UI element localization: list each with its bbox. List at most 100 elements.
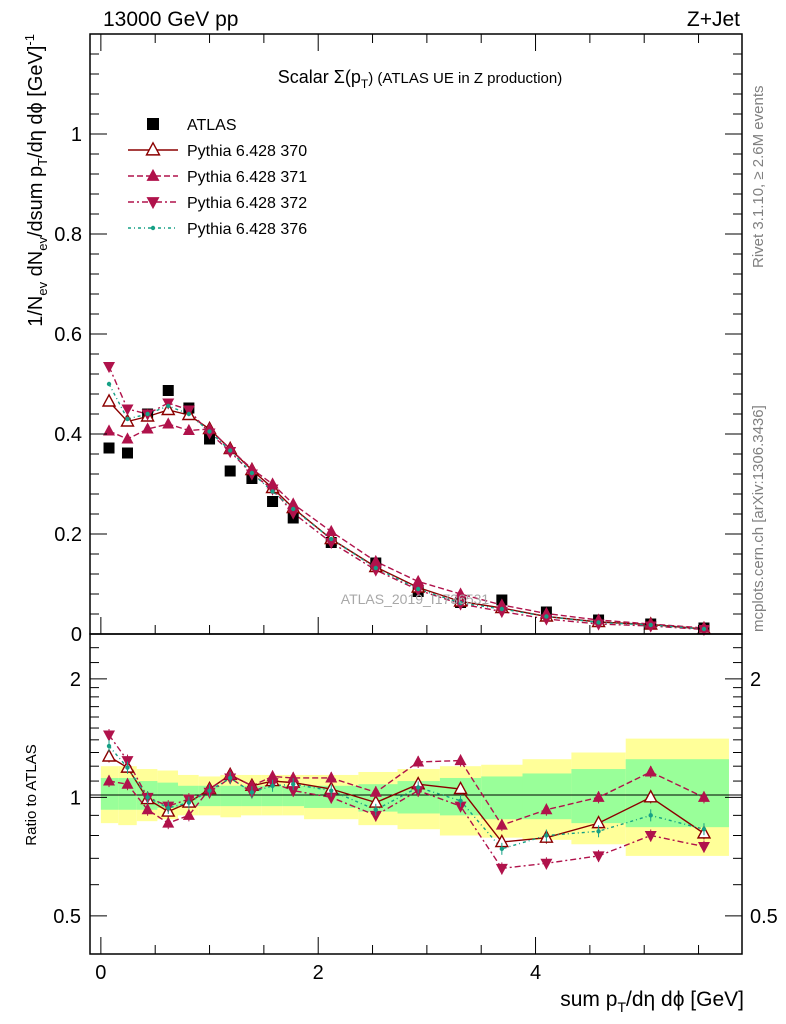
data-point bbox=[287, 508, 300, 520]
legend-marker bbox=[150, 225, 156, 231]
y-tick-label: 0.2 bbox=[54, 524, 82, 546]
ratio-point bbox=[495, 818, 508, 830]
ratio-point bbox=[329, 788, 334, 793]
mcplots-label: mcplots.cern.ch [arXiv:1306.3436] bbox=[750, 405, 767, 632]
watermark: ATLAS_2019_I1736531 bbox=[341, 591, 490, 607]
data-point bbox=[203, 428, 216, 440]
ratio-point bbox=[495, 863, 508, 875]
data-point bbox=[125, 416, 130, 422]
ratio-point bbox=[369, 810, 382, 822]
ratio-point bbox=[125, 765, 130, 770]
data-point bbox=[121, 432, 134, 444]
ratio-point bbox=[162, 816, 175, 828]
data-point bbox=[499, 606, 505, 612]
ratio-point bbox=[186, 800, 192, 805]
ratio-point bbox=[592, 851, 605, 863]
data-point bbox=[121, 404, 134, 416]
data-point bbox=[186, 411, 192, 417]
ratio-point bbox=[227, 775, 233, 781]
ratio-point bbox=[592, 790, 605, 802]
data-point bbox=[270, 489, 275, 494]
y-tick-label: 0.8 bbox=[54, 224, 82, 246]
ratio-bands bbox=[100, 738, 729, 856]
ratio-point bbox=[540, 803, 553, 815]
ratio-y-tick-label: 1 bbox=[70, 787, 81, 809]
data-point bbox=[495, 598, 508, 610]
data-point bbox=[145, 411, 150, 417]
data-point bbox=[103, 442, 115, 454]
data-point bbox=[141, 422, 154, 434]
ratio-point bbox=[412, 755, 425, 767]
legend-label: ATLAS bbox=[187, 117, 237, 134]
legend-marker bbox=[146, 168, 160, 181]
ratio-point bbox=[454, 753, 467, 766]
ratio-y-tick-label: 2 bbox=[70, 669, 81, 691]
ratio-ticks: 0.5 0.5 1 2 2 0 2 4 bbox=[53, 647, 778, 984]
header-right: Z+Jet bbox=[687, 8, 740, 31]
y-tick-label: 0.4 bbox=[54, 424, 82, 446]
ratio-y-tick-label: 0.5 bbox=[53, 906, 81, 928]
data-point bbox=[106, 381, 112, 387]
ratio-point bbox=[701, 827, 707, 832]
data-point bbox=[227, 448, 233, 453]
ratio-point bbox=[697, 842, 710, 854]
ratio-point bbox=[644, 765, 657, 777]
data-point bbox=[454, 587, 467, 599]
ratio-panel: 0.5 0.5 1 2 2 0 2 4 Ratio to ATLAS sum pT/dη dϕ… bbox=[23, 633, 778, 1015]
data-point bbox=[415, 586, 421, 592]
data-point bbox=[287, 497, 300, 509]
ratio-point bbox=[369, 785, 382, 797]
data-point bbox=[182, 423, 195, 435]
data-point bbox=[458, 600, 463, 606]
ratio-point bbox=[106, 743, 112, 749]
legend-marker bbox=[147, 118, 159, 130]
uncertainty-band-green bbox=[481, 776, 523, 820]
ratio-point bbox=[325, 792, 338, 804]
legend-label: Pythia 6.428 372 bbox=[187, 195, 307, 212]
ratio-y-tick-label-right: 2 bbox=[750, 669, 761, 691]
data-point bbox=[207, 429, 212, 434]
ratio-point bbox=[644, 831, 657, 843]
main-panel: 0 0.2 0.4 0.6 0.8 1 Scalar Σ(pT) (ATLAS UE in… bbox=[22, 33, 743, 646]
data-point bbox=[592, 619, 605, 631]
ratio-point bbox=[270, 783, 275, 788]
ratio-point bbox=[648, 813, 653, 818]
legend-label: Pythia 6.428 370 bbox=[187, 143, 307, 160]
y-tick-label: 0 bbox=[71, 624, 82, 646]
ratio-point bbox=[415, 785, 421, 790]
data-point bbox=[291, 506, 296, 512]
ratio-y-axis-label: Ratio to ATLAS bbox=[23, 744, 40, 845]
data-point bbox=[267, 496, 279, 507]
data-point bbox=[162, 385, 174, 396]
x-tick-label: 0 bbox=[95, 962, 106, 984]
ratio-point bbox=[101, 748, 117, 762]
ratio-frame bbox=[89, 633, 743, 955]
legend-marker bbox=[145, 141, 161, 156]
ratio-point bbox=[207, 788, 212, 793]
ratio-point bbox=[249, 790, 255, 795]
legend-marker bbox=[146, 197, 160, 210]
x-tick-label: 2 bbox=[313, 962, 324, 984]
ratio-point bbox=[245, 779, 258, 791]
data-point bbox=[103, 362, 116, 374]
ratio-point bbox=[596, 829, 601, 834]
data-point bbox=[648, 622, 653, 628]
ratio-point bbox=[373, 807, 378, 812]
x-axis-label: sum pT/dη dϕ [GeV] bbox=[560, 988, 744, 1015]
data-point bbox=[540, 614, 553, 626]
data-point bbox=[544, 614, 549, 619]
data-point bbox=[121, 447, 133, 459]
data-point bbox=[596, 620, 601, 625]
legend-label: Pythia 6.428 371 bbox=[187, 169, 307, 186]
main-title: Scalar Σ(pT) (ATLAS UE in Z production) bbox=[278, 67, 562, 91]
data-point bbox=[325, 538, 338, 550]
ratio-point bbox=[103, 730, 116, 742]
ratio-point bbox=[458, 798, 463, 804]
data-point bbox=[224, 465, 236, 477]
legend-label: Pythia 6.428 376 bbox=[187, 221, 307, 238]
ratio-point bbox=[540, 858, 553, 870]
data-point bbox=[182, 405, 195, 417]
data-point bbox=[329, 536, 334, 542]
uncertainty-band-green bbox=[261, 785, 283, 807]
